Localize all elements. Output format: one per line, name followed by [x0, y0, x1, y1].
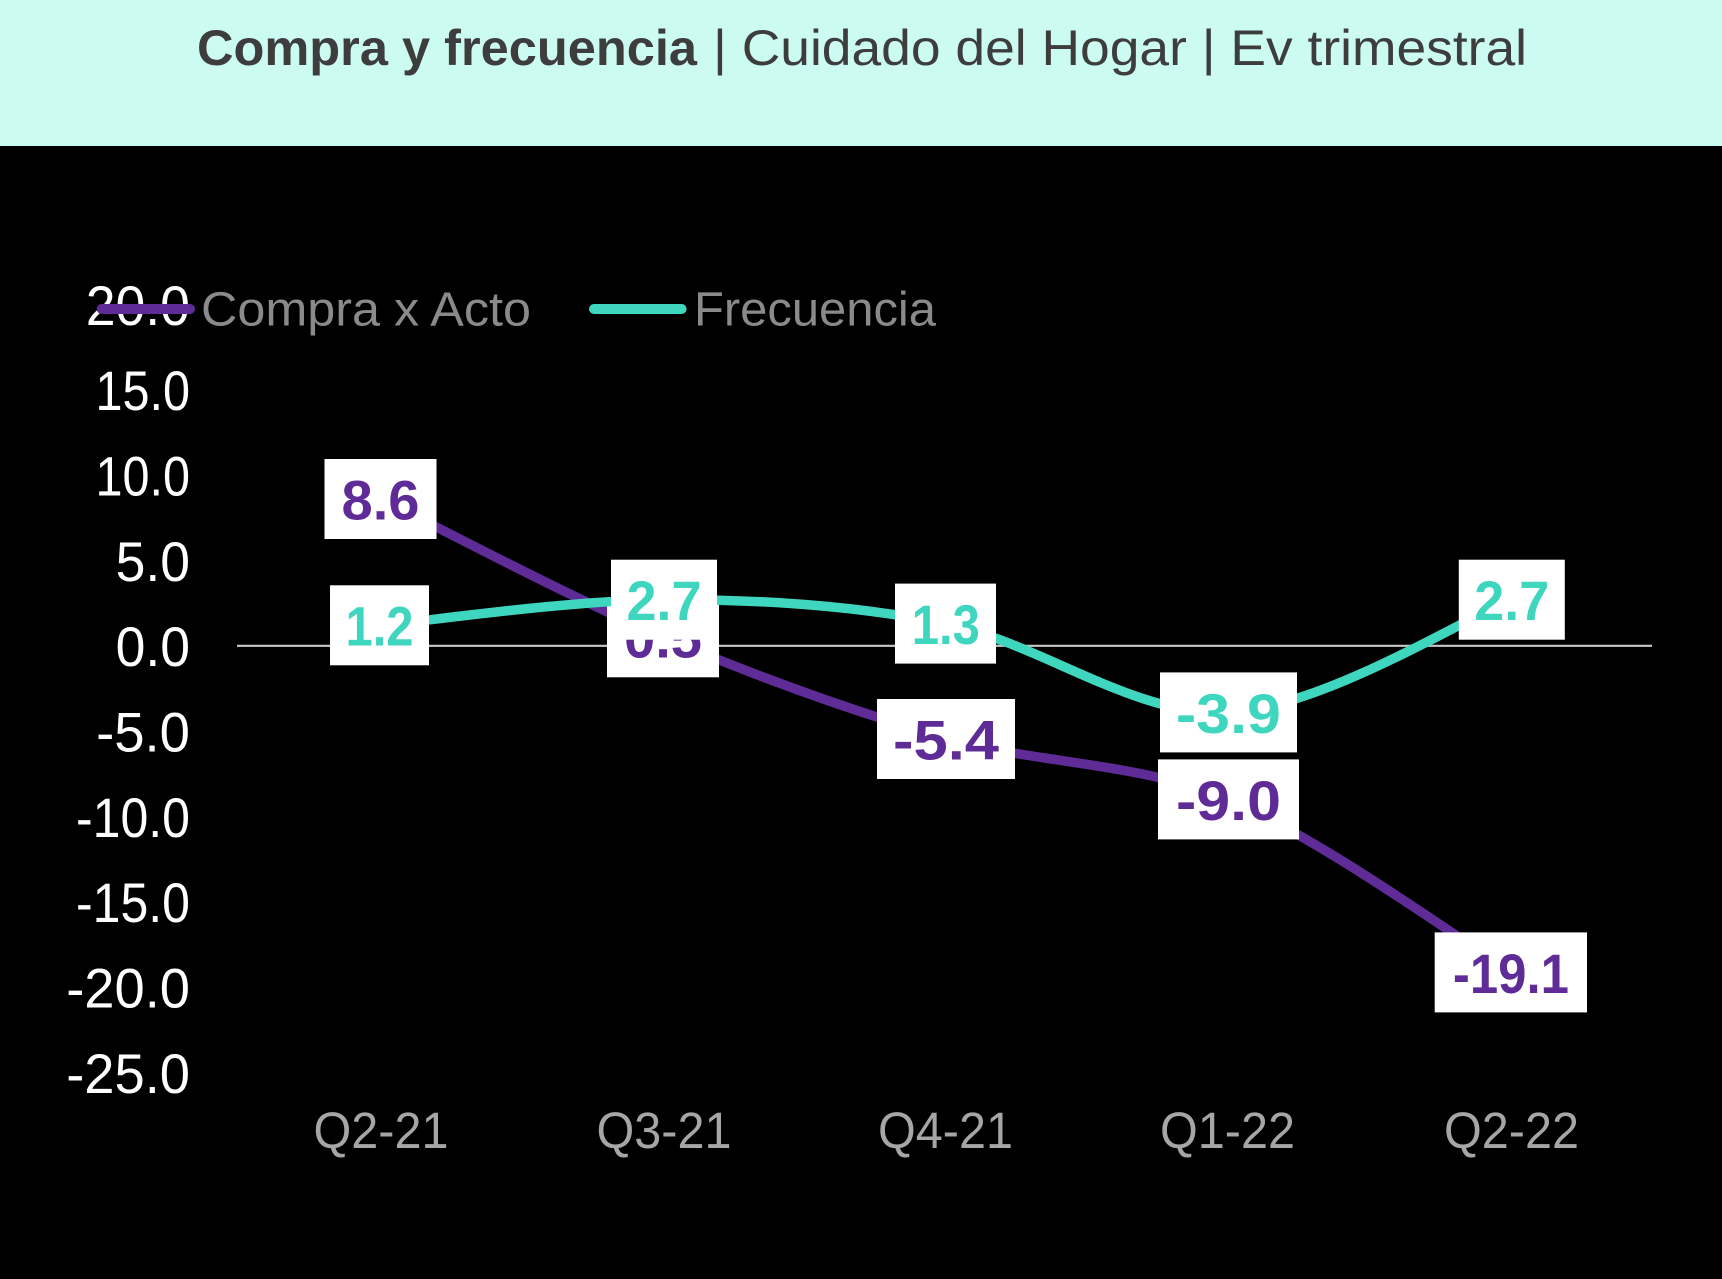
svg-text:5.0: 5.0 [116, 530, 190, 593]
svg-text:1.3: 1.3 [912, 593, 980, 656]
svg-text:1.2: 1.2 [346, 595, 414, 658]
svg-text:2.7: 2.7 [1474, 569, 1549, 632]
svg-text:10.0: 10.0 [96, 445, 191, 508]
svg-text:-3.9: -3.9 [1176, 682, 1281, 745]
svg-text:Q1-22: Q1-22 [1160, 1102, 1295, 1159]
svg-text:0.0: 0.0 [116, 615, 190, 678]
svg-text:Q4-21: Q4-21 [878, 1102, 1013, 1159]
svg-text:-5.0: -5.0 [96, 701, 190, 764]
svg-text:-10.0: -10.0 [76, 786, 190, 849]
svg-text:| Cuidado del Hogar | Ev trime: | Cuidado del Hogar | Ev trimestral [713, 20, 1527, 76]
svg-text:Frecuencia: Frecuencia [694, 283, 936, 336]
svg-text:-15.0: -15.0 [76, 871, 190, 934]
svg-text:Compra x Acto: Compra x Acto [201, 283, 531, 336]
svg-text:2.7: 2.7 [627, 569, 702, 632]
svg-text:Q2-21: Q2-21 [314, 1102, 449, 1159]
svg-text:Compra y frecuencia: Compra y frecuencia [197, 20, 698, 76]
svg-text:-20.0: -20.0 [66, 957, 190, 1020]
svg-text:-5.4: -5.4 [893, 708, 999, 771]
svg-text:15.0: 15.0 [96, 359, 191, 422]
svg-text:-9.0: -9.0 [1176, 769, 1281, 832]
svg-text:Q3-21: Q3-21 [597, 1102, 732, 1159]
svg-text:8.6: 8.6 [342, 468, 420, 531]
svg-text:Q2-22: Q2-22 [1444, 1102, 1579, 1159]
svg-text:-19.1: -19.1 [1453, 942, 1569, 1005]
svg-text:-25.0: -25.0 [66, 1042, 190, 1105]
